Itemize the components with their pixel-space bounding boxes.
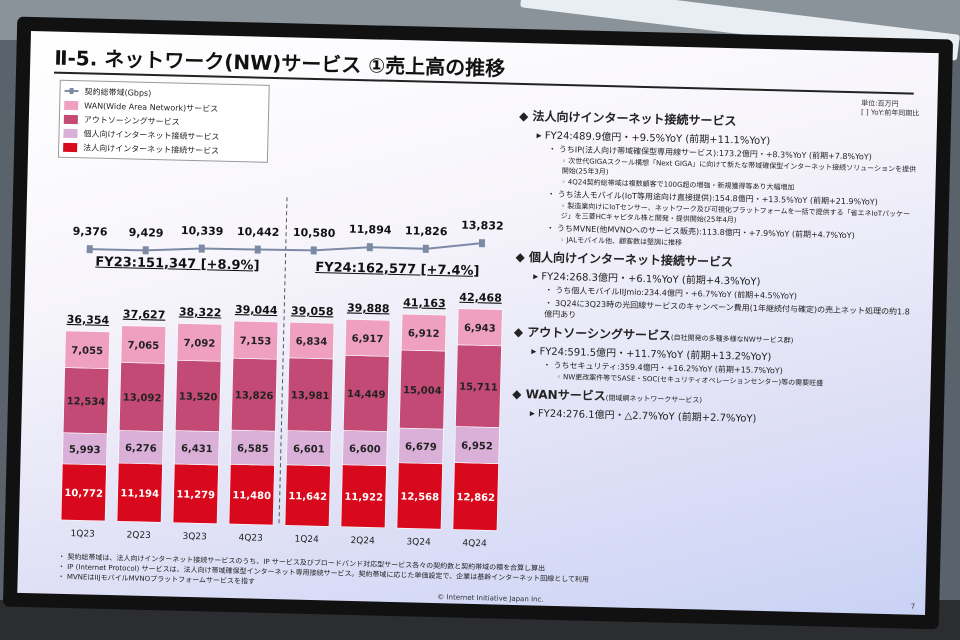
data-label: 10,772 xyxy=(64,488,103,500)
category-label: 1Q24 xyxy=(294,535,319,546)
data-label: 15,004 xyxy=(403,385,442,397)
bar-segment xyxy=(457,308,503,347)
heading-note: (閉域網ネットワークサービス) xyxy=(605,394,703,405)
data-label: 7,092 xyxy=(183,338,215,350)
line-label: 10,580 xyxy=(293,226,336,240)
total-label: 38,322 xyxy=(179,305,222,319)
total-label: 42,468 xyxy=(459,291,502,305)
copyright: © Internet Initiative Japan Inc. xyxy=(437,593,544,604)
data-label: 12,568 xyxy=(400,491,439,503)
category-label: 4Q23 xyxy=(238,533,263,544)
data-label: 6,917 xyxy=(352,333,384,345)
data-label: 6,952 xyxy=(461,441,493,453)
bar-segment xyxy=(401,313,447,352)
commentary-panel: ◆ 法人向けインターネット接続サービス ▸ FY24:489.9億円・+9.5%Y… xyxy=(512,103,920,429)
data-label: 13,520 xyxy=(179,391,218,403)
data-label: 7,055 xyxy=(71,345,103,357)
heading-note: (自社開発の多種多様なNWサービス群) xyxy=(670,333,794,345)
data-label: 13,826 xyxy=(235,390,274,402)
bar-segment xyxy=(344,319,391,357)
line-point xyxy=(478,239,486,248)
bar-segment xyxy=(176,323,223,362)
total-label: 39,888 xyxy=(347,301,390,315)
total-label: 36,354 xyxy=(67,313,110,327)
data-label: 11,922 xyxy=(344,492,383,504)
category-label: 2Q23 xyxy=(126,530,151,541)
line-label: 13,832 xyxy=(461,219,504,233)
data-label: 11,194 xyxy=(120,488,159,500)
category-label: 1Q23 xyxy=(70,529,95,540)
data-label: 12,534 xyxy=(67,396,106,408)
bar-segment xyxy=(120,325,167,364)
bullet-text: FY24:276.1億円・△2.7%YoY (前期+2.7%YoY) xyxy=(537,408,757,425)
line-point xyxy=(198,244,205,253)
data-label: 13,092 xyxy=(123,392,162,404)
data-label: 12,862 xyxy=(456,492,495,504)
footnotes: ・ 契約総帯域は、法人向けインターネット接続サービスのうち、IP サービス及びブ… xyxy=(58,552,590,595)
category-label: 2Q24 xyxy=(350,536,375,547)
line-point xyxy=(142,246,149,255)
revenue-chart: 10,772 5,993 12,534 7,055 36,354 1Q23 11,194 6,… xyxy=(60,197,504,550)
line-label: 10,339 xyxy=(181,224,224,238)
bullet-text: 個人向けインターネット接続サービス xyxy=(528,250,734,270)
data-label: 6,585 xyxy=(237,443,269,455)
data-label: 11,279 xyxy=(176,489,215,501)
data-label: 15,711 xyxy=(459,382,498,394)
total-label: 39,058 xyxy=(291,304,334,318)
category-label: 4Q24 xyxy=(462,539,487,550)
bandwidth-line xyxy=(89,242,483,252)
data-label: 6,431 xyxy=(181,443,213,455)
data-label: 11,480 xyxy=(232,490,271,502)
data-label: 6,679 xyxy=(405,442,437,454)
bullet-text: アウトソーシングサービス xyxy=(527,325,672,343)
data-label: 5,993 xyxy=(69,444,101,456)
line-label: 9,429 xyxy=(129,226,164,240)
data-label: 7,153 xyxy=(240,336,272,348)
line-point xyxy=(366,243,373,252)
total-label: 41,163 xyxy=(403,296,446,310)
slide: Ⅱ-5. ネットワーク(NW)サービス ①売上高の推移 単位:百万円 [ ] Y… xyxy=(17,30,939,616)
page-number: 7 xyxy=(910,602,916,611)
line-label: 10,442 xyxy=(237,225,280,239)
bar-segment xyxy=(232,320,279,360)
total-label: 39,044 xyxy=(235,303,278,317)
line-point xyxy=(86,245,93,254)
display-monitor: Ⅱ-5. ネットワーク(NW)サービス ①売上高の推移 単位:百万円 [ ] Y… xyxy=(2,16,954,630)
line-label: 9,376 xyxy=(73,225,108,239)
bar-segment xyxy=(288,321,335,360)
data-label: 14,449 xyxy=(347,389,386,401)
data-label: 6,943 xyxy=(464,323,496,335)
bullet-text: 法人向けインターネット接続サービス xyxy=(532,109,737,129)
bar-segment xyxy=(64,330,110,369)
data-label: 6,912 xyxy=(408,328,440,340)
line-label: 11,894 xyxy=(349,223,392,237)
category-label: 3Q23 xyxy=(182,532,207,543)
line-label: 11,826 xyxy=(405,224,448,238)
data-label: 6,834 xyxy=(296,336,328,348)
data-label: 7,065 xyxy=(127,340,159,352)
data-label: 13,981 xyxy=(291,390,330,402)
data-label: 6,600 xyxy=(349,444,381,456)
line-point xyxy=(310,246,317,255)
bullet-text: WANサービス xyxy=(525,387,606,404)
category-label: 3Q24 xyxy=(406,537,431,548)
line-point xyxy=(254,245,261,254)
data-label: 6,601 xyxy=(293,444,325,456)
data-label: 11,642 xyxy=(288,491,327,503)
data-label: 6,276 xyxy=(125,443,157,455)
bullet-text: JALモバイル他、顧客数は堅調に推移 xyxy=(566,236,683,247)
total-label: 37,627 xyxy=(123,308,166,322)
line-point xyxy=(422,244,429,253)
period-divider xyxy=(278,197,288,526)
